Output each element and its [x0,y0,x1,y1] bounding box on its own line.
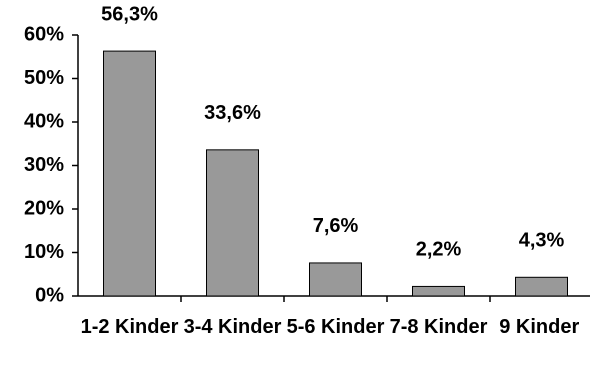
value-label: 2,2% [416,239,462,261]
y-tick-label: 40% [24,110,64,132]
x-tick-label: 9 Kinder [499,316,580,338]
value-label: 33,6% [204,102,261,124]
x-tick-label: 5-6 Kinder [286,316,385,338]
y-tick-label: 50% [24,67,64,89]
value-label: 56,3% [101,3,158,25]
y-tick-label: 30% [24,154,64,176]
value-label: 7,6% [313,215,359,237]
y-tick-label: 10% [24,241,64,263]
bar [515,276,568,297]
bar [309,262,362,297]
bar [206,149,259,297]
x-tick-label: 7-8 Kinder [389,316,488,338]
y-tick-label: 0% [35,284,64,306]
value-label: 4,3% [519,230,565,252]
y-tick-label: 20% [24,197,64,219]
x-tick-label: 3-4 Kinder [183,316,282,338]
x-tick-label: 1-2 Kinder [80,316,179,338]
bar [103,50,156,297]
bar [412,285,465,297]
y-tick-label: 60% [24,23,64,45]
